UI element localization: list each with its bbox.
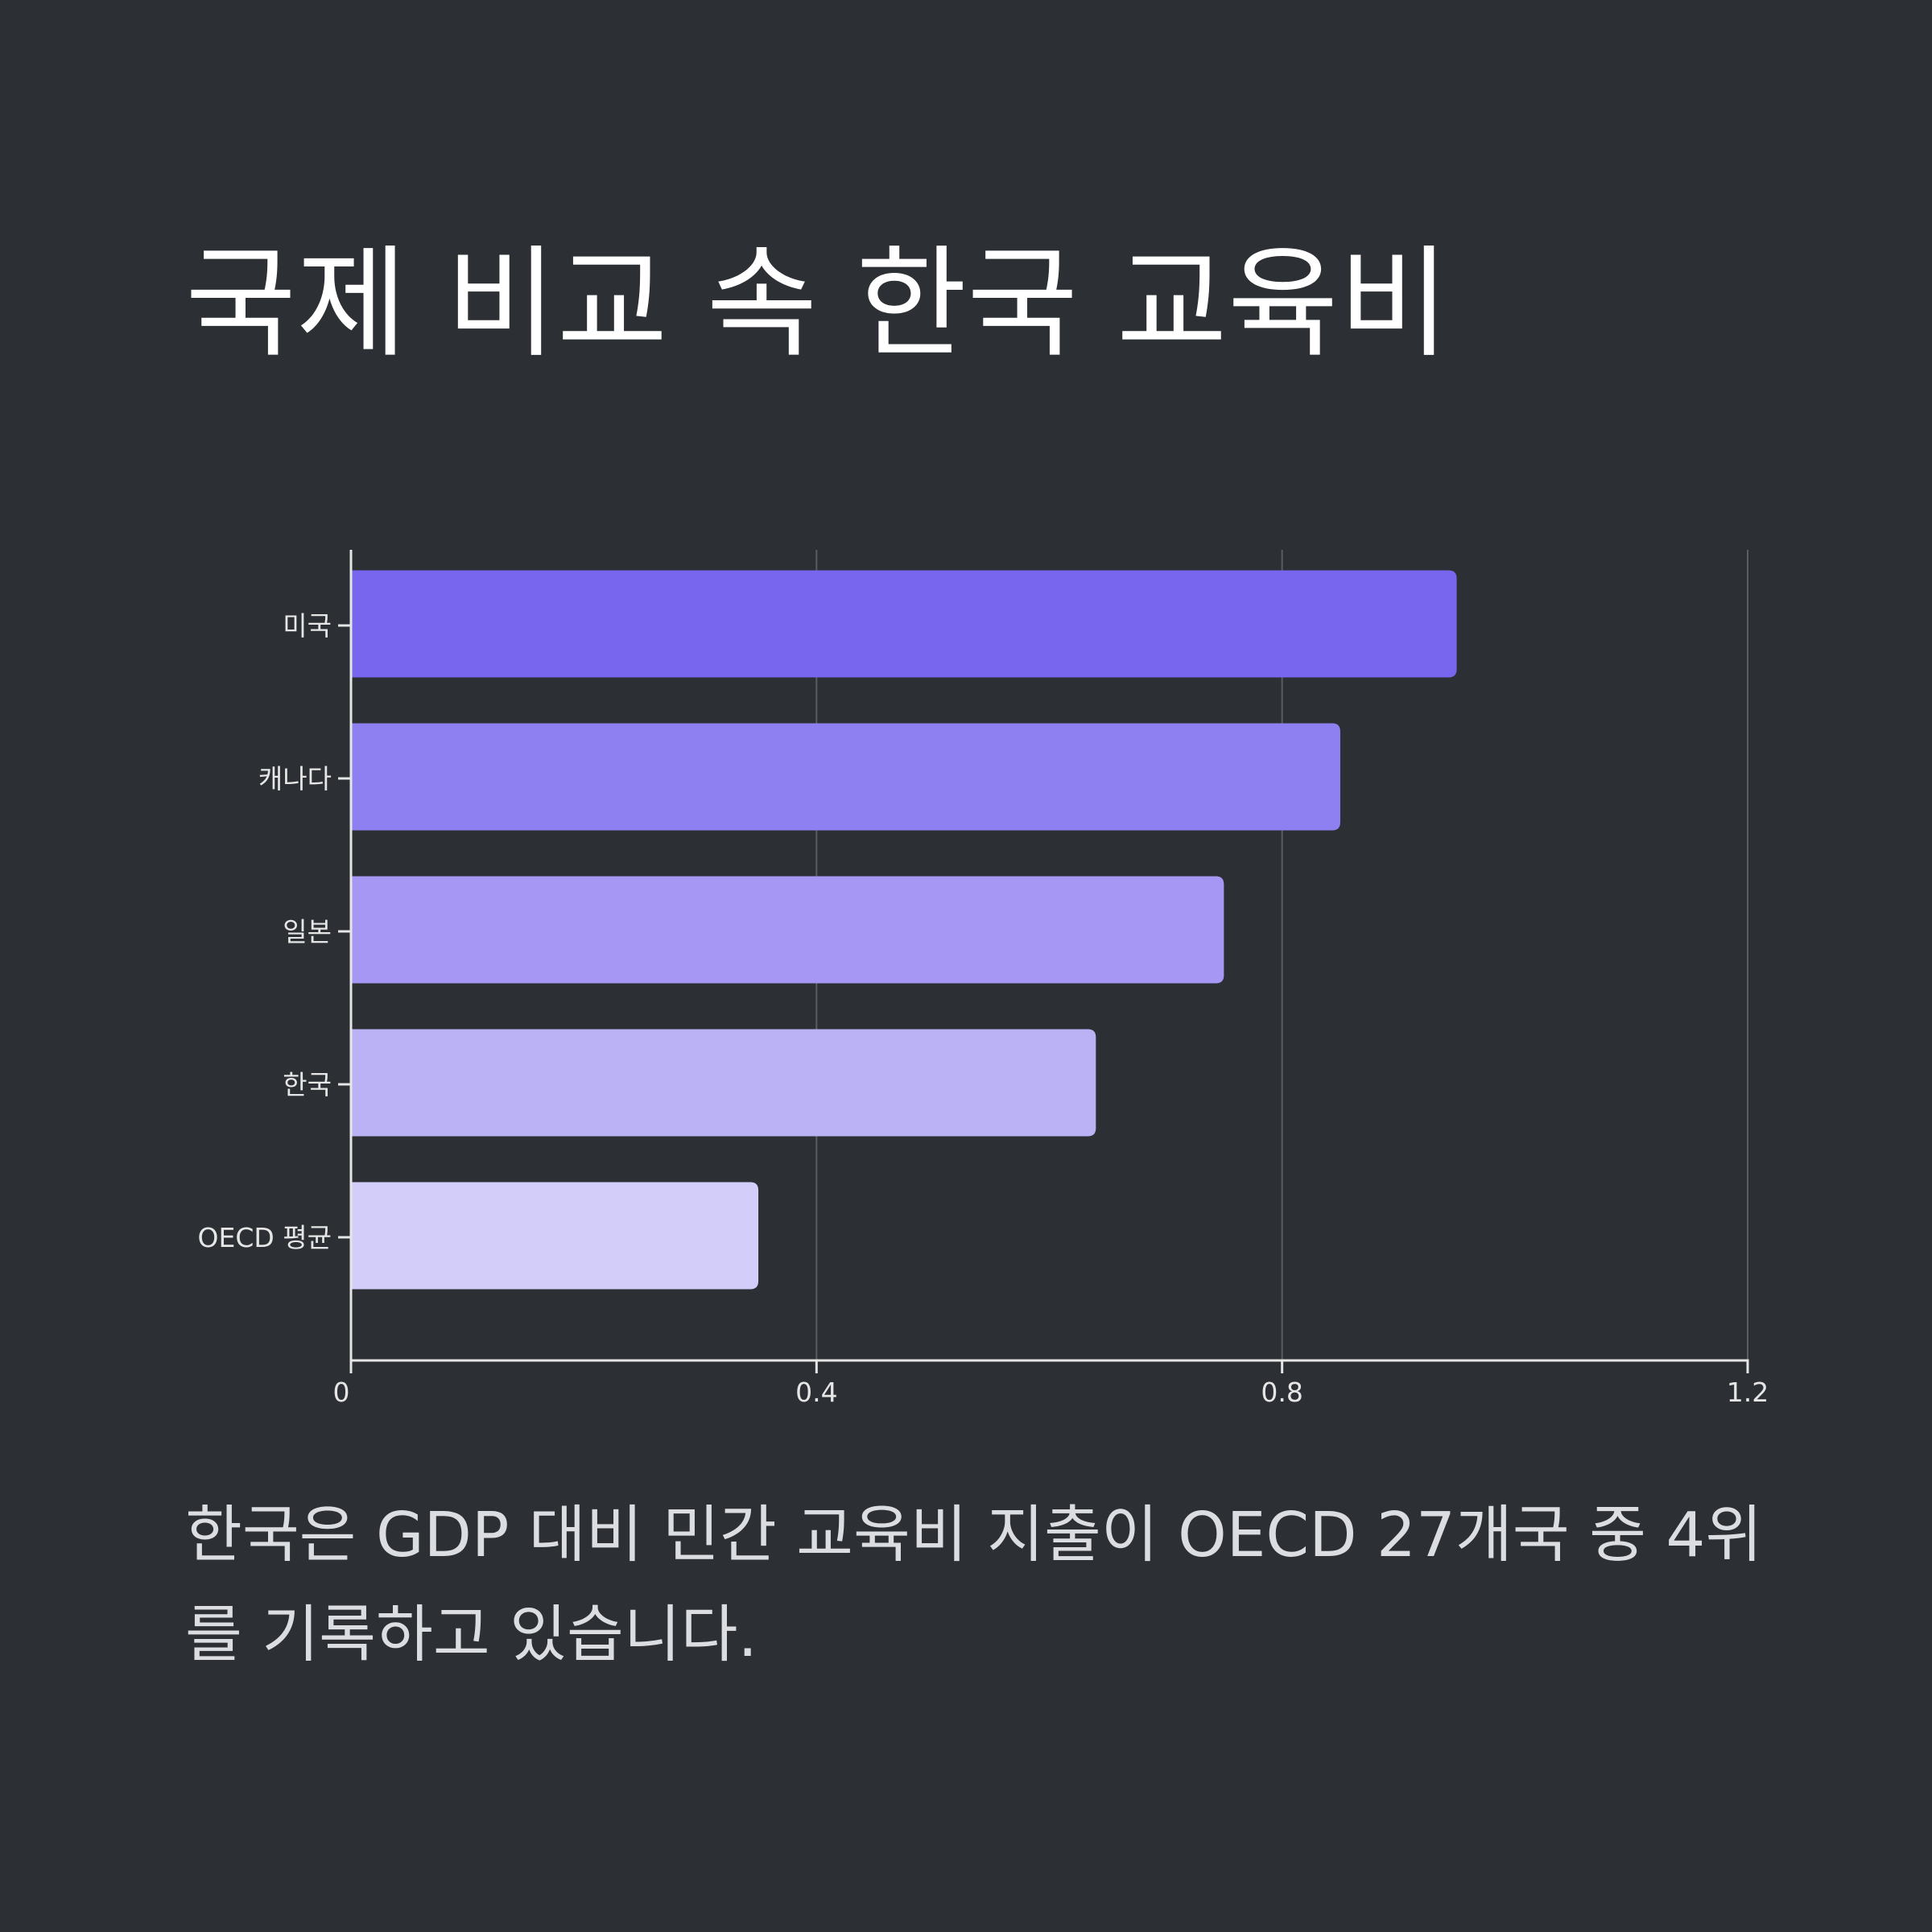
y-tick-label: 미국 [283,610,332,642]
axes [338,550,1749,1373]
bars [351,570,1457,1290]
x-tick-label: 0.4 [795,1377,837,1408]
bar [351,1029,1096,1137]
y-tick-label: OECD 평균 [198,1222,332,1253]
x-tick-label: 0 [333,1377,350,1408]
bar [351,1182,759,1290]
bar [351,723,1340,831]
x-tick-label: 1.2 [1727,1377,1769,1408]
chart-title: 국제 비교 속 한국 교육비 [185,234,1450,374]
bar [351,570,1457,678]
y-tick-label: 일본 [283,916,332,947]
y-tick-label: 캐나다 [258,763,332,795]
bar [351,876,1224,984]
chart-caption: 한국은 GDP 대비 민간 교육비 지출이 OECD 27개국 중 4위를 기록… [185,1500,1763,1671]
y-tick-label: 한국 [283,1069,332,1100]
x-tick-label: 0.8 [1261,1377,1302,1408]
